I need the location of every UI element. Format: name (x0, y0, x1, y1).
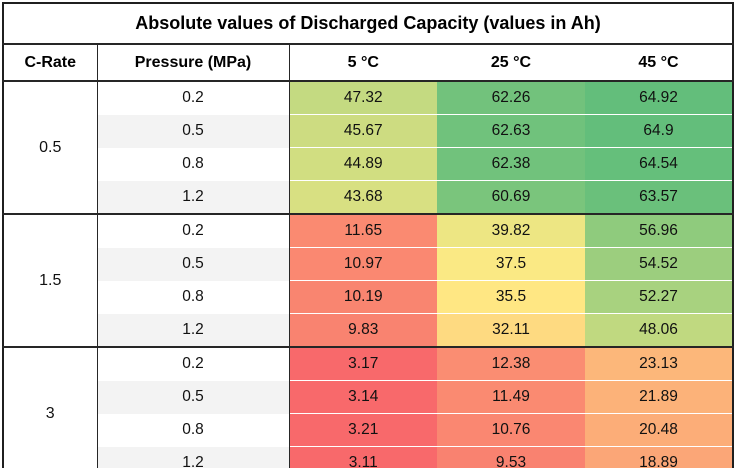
table-header-row: C-Rate Pressure (MPa) 5 °C 25 °C 45 °C (3, 44, 734, 82)
value-cell: 62.38 (437, 147, 585, 181)
value-cell: 64.92 (585, 80, 734, 115)
value-cell: 11.49 (437, 380, 585, 414)
value-cell: 35.5 (437, 280, 585, 314)
table-row: 1.2 43.68 60.69 63.57 (3, 180, 734, 214)
table-title-row: Absolute values of Discharged Capacity (… (3, 3, 734, 45)
table-row: 1.2 9.83 32.11 48.06 (3, 313, 734, 347)
value-cell: 10.19 (289, 280, 437, 314)
table-title: Absolute values of Discharged Capacity (… (3, 3, 734, 45)
table-row: 3 0.2 3.17 12.38 23.13 (3, 346, 734, 468)
column-header-45c: 45 °C (585, 44, 734, 82)
table-row: 1.2 3.11 9.53 18.89 (3, 446, 734, 468)
value-cell: 64.54 (585, 147, 734, 181)
value-cell: 48.06 (585, 313, 734, 347)
table-row: 0.8 3.21 10.76 20.48 (3, 413, 734, 447)
pressure-cell: 1.2 (97, 446, 290, 468)
table-row: 0.5 0.2 47.32 62.26 64.92 (3, 80, 734, 214)
value-cell: 3.21 (289, 413, 437, 447)
value-cell: 63.57 (585, 180, 734, 214)
pressure-cell: 0.8 (97, 147, 290, 181)
pressure-cell: 0.5 (97, 114, 290, 148)
table-body: 0.5 0.2 47.32 62.26 64.92 0.5 45.67 62.63 64.9 0.… (3, 80, 734, 468)
pressure-cell: 0.2 (97, 80, 290, 115)
value-cell: 44.89 (289, 147, 437, 181)
value-cell: 52.27 (585, 280, 734, 314)
column-header-5c: 5 °C (289, 44, 437, 82)
value-cell: 43.68 (289, 180, 437, 214)
c-rate-cell: 1.5 (3, 213, 98, 347)
pressure-cell: 1.2 (97, 313, 290, 347)
value-cell: 9.83 (289, 313, 437, 347)
value-cell: 32.11 (437, 313, 585, 347)
value-cell: 60.69 (437, 180, 585, 214)
value-cell: 10.97 (289, 247, 437, 281)
c-rate-cell: 3 (3, 346, 98, 468)
pressure-cell: 0.5 (97, 247, 290, 281)
pressure-cell: 0.8 (97, 280, 290, 314)
pressure-cell: 0.5 (97, 380, 290, 414)
pressure-cell: 0.8 (97, 413, 290, 447)
column-header-c-rate: C-Rate (3, 44, 98, 82)
value-cell: 21.89 (585, 380, 734, 414)
value-cell: 62.63 (437, 114, 585, 148)
value-cell: 20.48 (585, 413, 734, 447)
value-cell: 45.67 (289, 114, 437, 148)
value-cell: 39.82 (437, 213, 585, 248)
value-cell: 64.9 (585, 114, 734, 148)
value-cell: 62.26 (437, 80, 585, 115)
table-row: 1.5 0.2 11.65 39.82 56.96 (3, 213, 734, 347)
value-cell: 47.32 (289, 80, 437, 115)
column-header-pressure: Pressure (MPa) (97, 44, 290, 82)
value-cell: 37.5 (437, 247, 585, 281)
table-row: 0.8 10.19 35.5 52.27 (3, 280, 734, 314)
pressure-cell: 0.2 (97, 346, 290, 381)
value-cell: 3.14 (289, 380, 437, 414)
pressure-cell: 1.2 (97, 180, 290, 214)
value-cell: 3.17 (289, 346, 437, 381)
value-cell: 3.11 (289, 446, 437, 468)
value-cell: 12.38 (437, 346, 585, 381)
c-rate-cell: 0.5 (3, 80, 98, 214)
value-cell: 10.76 (437, 413, 585, 447)
value-cell: 23.13 (585, 346, 734, 381)
value-cell: 56.96 (585, 213, 734, 248)
column-header-25c: 25 °C (437, 44, 585, 82)
value-cell: 9.53 (437, 446, 585, 468)
table-row: 0.5 3.14 11.49 21.89 (3, 380, 734, 414)
value-cell: 18.89 (585, 446, 734, 468)
table-row: 0.8 44.89 62.38 64.54 (3, 147, 734, 181)
value-cell: 54.52 (585, 247, 734, 281)
value-cell: 11.65 (289, 213, 437, 248)
table-row: 0.5 45.67 62.63 64.9 (3, 114, 734, 148)
table-row: 0.5 10.97 37.5 54.52 (3, 247, 734, 281)
pressure-cell: 0.2 (97, 213, 290, 248)
